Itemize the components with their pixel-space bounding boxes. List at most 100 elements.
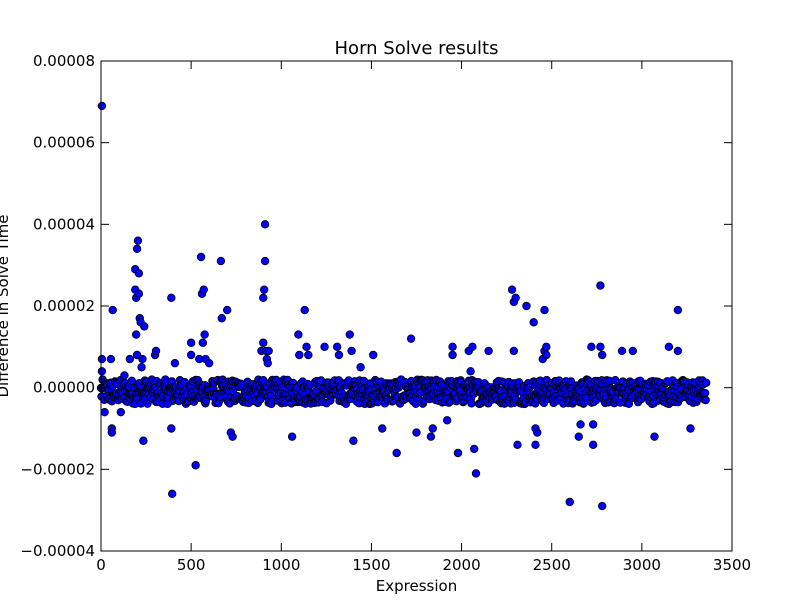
x-tick-label: 1000 (262, 556, 300, 574)
data-point (200, 330, 209, 339)
data-point (300, 305, 309, 315)
data-point (168, 489, 177, 499)
data-point (507, 285, 517, 294)
data-point (167, 293, 176, 303)
data-point (217, 314, 226, 323)
data-point (334, 350, 344, 360)
y-tick-label: 0.00006 (33, 134, 95, 152)
data-point (392, 448, 401, 458)
data-point (97, 354, 107, 364)
data-point (442, 416, 452, 425)
data-point (347, 346, 356, 356)
data-point (260, 220, 270, 229)
data-point (116, 407, 126, 417)
data-point (199, 285, 208, 294)
data-point (216, 256, 226, 266)
data-point (574, 432, 583, 441)
data-point (628, 346, 638, 356)
data-point (100, 407, 109, 417)
data-point (484, 346, 493, 356)
y-tick-label: 0.00008 (33, 52, 95, 70)
data-point (588, 420, 598, 429)
data-point (542, 350, 551, 360)
data-point (664, 342, 674, 352)
data-point (134, 289, 144, 298)
axis-ticks: 0 500 1000 1500 2000 2500 3000 3500 −0.00004 −0.0… (20, 52, 751, 574)
data-point (302, 342, 311, 352)
data-point (617, 346, 627, 356)
data-point (597, 501, 607, 511)
data-point (533, 428, 542, 437)
data-point (134, 269, 144, 278)
data-point (650, 432, 659, 441)
data-point (259, 285, 269, 294)
data-point (125, 354, 135, 364)
x-tick-label: 2500 (533, 556, 571, 574)
data-point (587, 342, 596, 352)
data-point (107, 428, 117, 437)
chart-title: Horn Solve results (335, 38, 499, 59)
data-point (428, 424, 437, 433)
data-point (531, 440, 540, 450)
data-point (263, 358, 272, 368)
data-point (673, 346, 683, 356)
data-point (228, 432, 237, 441)
data-point (540, 305, 549, 315)
data-point (332, 342, 342, 352)
x-axis-label: Expression (376, 577, 457, 595)
data-point (151, 346, 161, 356)
data-point (143, 399, 152, 408)
data-point (349, 436, 358, 445)
data-point (426, 432, 436, 441)
data-point (406, 334, 416, 343)
y-tick-label: −0.00004 (20, 542, 95, 560)
data-point (222, 305, 232, 315)
data-point (186, 338, 196, 347)
data-point (264, 346, 273, 356)
data-point (186, 350, 196, 360)
data-point (204, 358, 214, 368)
data-point (369, 350, 378, 360)
data-point (412, 428, 421, 437)
data-points (96, 101, 711, 511)
data-point (259, 293, 268, 303)
x-tick-label: 500 (177, 556, 206, 574)
data-point (140, 322, 149, 331)
data-point (576, 420, 585, 429)
y-tick-label: −0.00002 (20, 460, 95, 478)
data-point (378, 424, 387, 433)
y-tick-label: 0.00000 (33, 379, 95, 397)
data-point (701, 395, 710, 405)
data-point (137, 363, 146, 372)
data-point (522, 301, 531, 311)
data-point (542, 342, 551, 352)
data-point (191, 461, 200, 470)
data-point (509, 346, 519, 356)
data-point (295, 350, 304, 360)
data-point (132, 244, 142, 254)
x-tick-label: 1500 (352, 556, 390, 574)
data-point (471, 469, 481, 478)
data-point (469, 444, 479, 454)
data-point (287, 432, 297, 441)
data-point (170, 358, 180, 368)
y-tick-label: 0.00004 (33, 215, 95, 233)
data-point (468, 342, 477, 352)
data-point (700, 388, 710, 398)
data-point (513, 440, 522, 450)
data-point (596, 342, 605, 352)
data-point (139, 436, 148, 445)
data-point (167, 424, 176, 433)
data-point (565, 497, 574, 507)
data-point (448, 342, 457, 352)
data-point (97, 367, 107, 376)
data-point (467, 399, 476, 408)
data-point (453, 448, 463, 458)
data-point (466, 367, 475, 376)
y-tick-label: 0.00002 (33, 297, 95, 315)
data-point (448, 350, 457, 360)
data-point (345, 330, 354, 339)
data-point (511, 293, 520, 303)
